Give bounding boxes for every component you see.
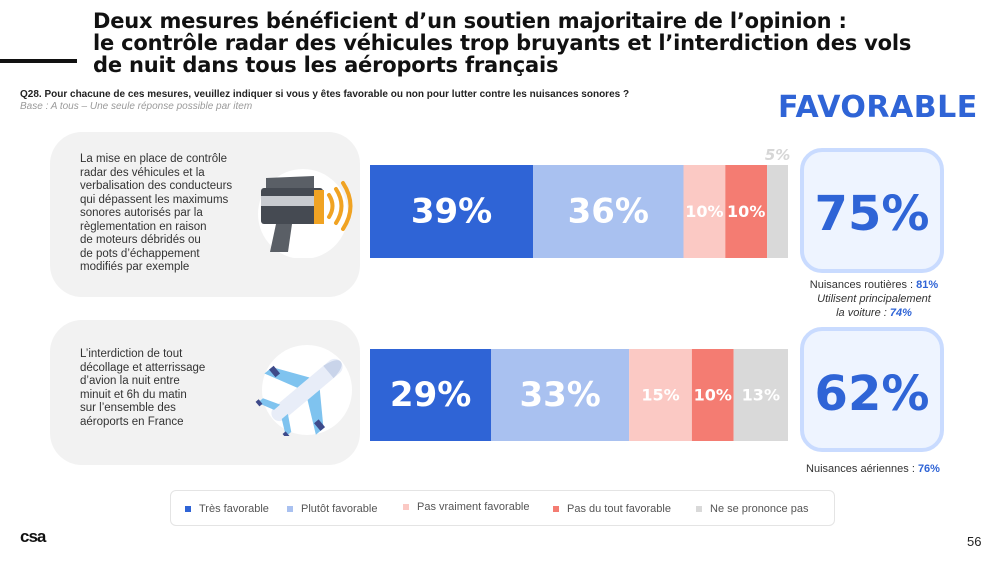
favorable-total-1: 75% bbox=[814, 186, 930, 242]
page-number: 56 bbox=[967, 534, 982, 549]
item-2-line: L’interdiction de tout bbox=[80, 348, 183, 360]
note-1-line: la voiture : 74% bbox=[797, 306, 951, 320]
item-2-line: d’avion la nuit entre bbox=[80, 375, 180, 387]
airplane-icon bbox=[255, 345, 352, 436]
bar-data-label: 39% bbox=[411, 192, 492, 232]
bar-segment bbox=[691, 349, 734, 441]
legend-swatch bbox=[553, 506, 559, 513]
bar-data-label: 33% bbox=[519, 375, 600, 415]
legend-swatch bbox=[403, 504, 409, 511]
item-1-line: radar des véhicules et la bbox=[80, 166, 205, 179]
bar-data-label: 15% bbox=[641, 386, 679, 405]
legend-label: Ne se prononce pas bbox=[710, 503, 809, 515]
title-line-1: Deux mesures bénéficient d’un soutien ma… bbox=[93, 9, 847, 33]
bar-data-label: 29% bbox=[390, 375, 471, 415]
bar-segment bbox=[725, 165, 768, 258]
item-1-line: modifiés par exemple bbox=[80, 261, 190, 273]
favorable-heading: FAVORABLE bbox=[778, 90, 978, 125]
legend-swatch bbox=[287, 506, 293, 513]
bar-segment bbox=[491, 349, 630, 441]
note-1-label: Nuisances routières : bbox=[809, 279, 917, 291]
item-2-line: aéroports en France bbox=[80, 415, 184, 428]
title-line-3: de nuit dans tous les aéroports français bbox=[93, 53, 559, 77]
bar-segment bbox=[767, 165, 788, 258]
item-1-line: règlementation en raison bbox=[80, 220, 207, 233]
legend-label: Pas du tout favorable bbox=[567, 503, 671, 515]
legend-item: Pas du tout favorable bbox=[553, 503, 671, 515]
bar-data-label: 10% bbox=[727, 202, 765, 221]
bar-data-label: 13% bbox=[742, 386, 780, 405]
item-1-line: La mise en place de contrôle bbox=[80, 153, 228, 165]
legend-swatch bbox=[185, 506, 191, 513]
question-text: Q28. Pour chacune de ces mesures, veuill… bbox=[20, 89, 630, 100]
item-1-line: sonores autorisés par la bbox=[80, 207, 203, 219]
legend-item: Plutôt favorable bbox=[287, 503, 377, 515]
favorable-total-2: 62% bbox=[814, 366, 930, 422]
legend-item: Pas vraiment favorable bbox=[403, 501, 530, 513]
speed-radar-icon bbox=[258, 169, 353, 258]
bar-data-label: 10% bbox=[685, 202, 723, 221]
note-1-line: Utilisent principalement bbox=[797, 292, 951, 306]
item-1-line: verbalisation des conducteurs bbox=[80, 180, 233, 192]
title-accent-bar bbox=[0, 59, 77, 63]
bar-data-label: 36% bbox=[568, 192, 649, 232]
bar-segment bbox=[683, 165, 726, 258]
item-1-line: qui dépassent les maximums bbox=[80, 193, 229, 206]
favorable-box-2 bbox=[800, 327, 944, 452]
item-2-line: sur l’ensemble des bbox=[80, 402, 176, 414]
legend-item: Ne se prononce pas bbox=[696, 503, 808, 515]
legend-label: Plutôt favorable bbox=[301, 503, 378, 515]
item-1-description: La mise en place de contrôle radar des v… bbox=[80, 153, 232, 275]
note-1-label: la voiture : bbox=[836, 307, 890, 319]
note-1-value: 74% bbox=[889, 307, 912, 319]
note-2: Nuisances aériennes : 76% bbox=[790, 462, 956, 476]
bar-segment bbox=[370, 349, 492, 441]
note-2-label: Nuisances aériennes : bbox=[806, 463, 918, 475]
bar-data-label: 10% bbox=[694, 386, 732, 405]
bar-segment bbox=[629, 349, 692, 441]
bar-segment bbox=[733, 349, 788, 441]
note-1: Nuisances routières : 81% Utilisent prin… bbox=[797, 278, 951, 320]
legend-item: Très favorable bbox=[185, 503, 269, 515]
csa-logo: csa bbox=[20, 527, 46, 546]
item-2-line: minuit et 6h du matin bbox=[80, 388, 187, 401]
item-2-line: décollage et atterrissage bbox=[80, 361, 206, 374]
note-1-label: Utilisent principalement bbox=[817, 293, 931, 305]
legend-label: Pas vraiment favorable bbox=[417, 501, 530, 513]
title-line-2: le contrôle radar des véhicules trop bru… bbox=[93, 31, 912, 55]
bar-data-label: 5% bbox=[765, 146, 790, 164]
base-text: Base : A tous – Une seule réponse possib… bbox=[20, 101, 253, 112]
favorable-box-1 bbox=[800, 148, 944, 273]
note-1-value: 81% bbox=[916, 279, 939, 291]
bar-segment bbox=[533, 165, 684, 258]
bar-segment bbox=[370, 165, 534, 258]
item-2-description: L’interdiction de tout décollage et atte… bbox=[80, 348, 205, 429]
note-2-value: 76% bbox=[917, 463, 940, 475]
note-1-line: Nuisances routières : 81% bbox=[797, 278, 951, 292]
item-1-line: de moteurs débridés ou bbox=[80, 234, 201, 246]
legend-swatch bbox=[696, 506, 702, 513]
legend-label: Très favorable bbox=[199, 503, 269, 515]
chart-legend: Très favorable Plutôt favorable Pas vrai… bbox=[170, 490, 835, 526]
item-1-line: de pots d’échappement bbox=[80, 247, 200, 260]
